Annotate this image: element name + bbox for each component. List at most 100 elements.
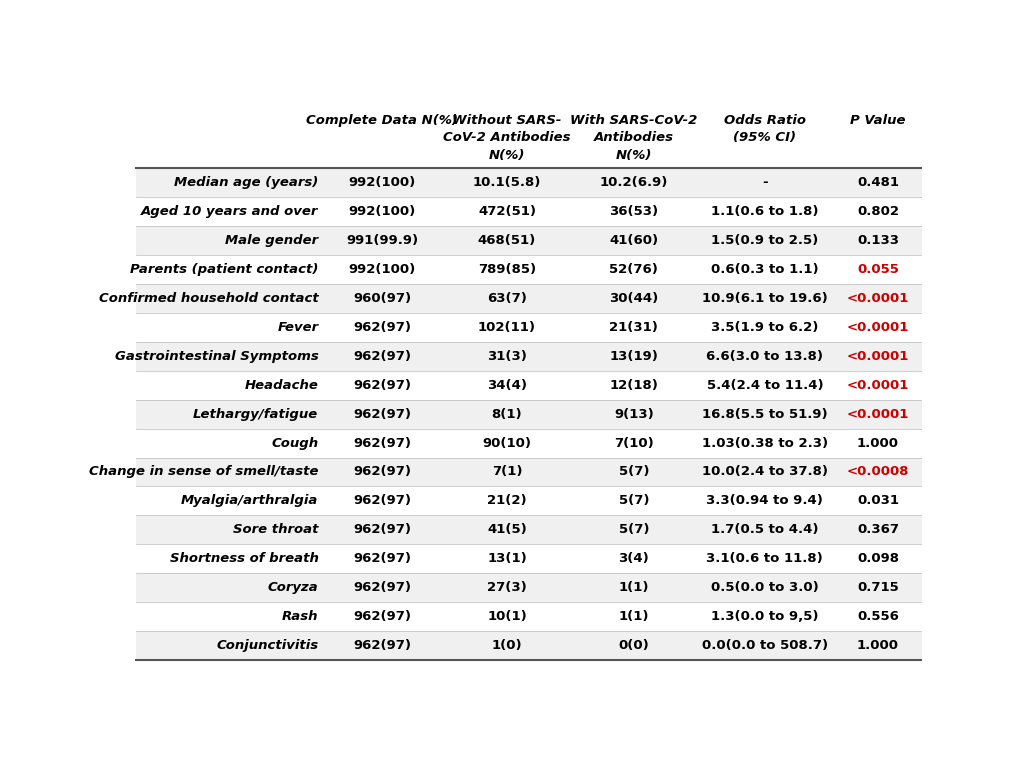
Text: 41(5): 41(5) [487, 524, 526, 537]
Text: 0.481: 0.481 [857, 176, 899, 189]
Bar [136, 168, 922, 197]
Bar [136, 544, 922, 573]
Text: <0.0001: <0.0001 [847, 350, 909, 363]
Text: 0.6(0.3 to 1.1): 0.6(0.3 to 1.1) [711, 263, 818, 276]
Text: 0.5(0.0 to 3.0): 0.5(0.0 to 3.0) [711, 581, 819, 594]
Text: 27(3): 27(3) [487, 581, 526, 594]
Text: 1.000: 1.000 [857, 639, 899, 652]
Text: (95% CI): (95% CI) [733, 131, 797, 144]
Text: 1(0): 1(0) [492, 639, 522, 652]
Text: 1.000: 1.000 [857, 436, 899, 449]
Text: Fever: Fever [278, 321, 318, 334]
Text: 13(19): 13(19) [609, 350, 658, 363]
Text: CoV-2 Antibodies: CoV-2 Antibodies [443, 131, 570, 144]
Text: Shortness of breath: Shortness of breath [170, 553, 318, 565]
Text: 90(10): 90(10) [482, 436, 531, 449]
Text: 991(99.9): 991(99.9) [346, 234, 418, 247]
Text: Median age (years): Median age (years) [174, 176, 318, 189]
Text: Parents (patient contact): Parents (patient contact) [130, 263, 318, 276]
Text: 992(100): 992(100) [348, 263, 416, 276]
Text: 31(3): 31(3) [487, 350, 527, 363]
Text: Aged 10 years and over: Aged 10 years and over [141, 205, 318, 218]
Text: Lethargy/fatigue: Lethargy/fatigue [194, 408, 318, 420]
Text: 3(4): 3(4) [618, 553, 649, 565]
Text: Cough: Cough [271, 436, 318, 449]
Text: <0.0008: <0.0008 [847, 465, 909, 478]
Text: <0.0001: <0.0001 [847, 408, 909, 420]
Text: 1(1): 1(1) [618, 581, 649, 594]
Text: <0.0001: <0.0001 [847, 321, 909, 334]
Text: 472(51): 472(51) [478, 205, 536, 218]
Text: 962(97): 962(97) [353, 639, 411, 652]
Bar [136, 458, 922, 487]
Text: 7(1): 7(1) [492, 465, 522, 478]
Text: 10.0(2.4 to 37.8): 10.0(2.4 to 37.8) [701, 465, 827, 478]
Text: Sore throat: Sore throat [233, 524, 318, 537]
Bar [136, 515, 922, 544]
Text: 5.4(2.4 to 11.4): 5.4(2.4 to 11.4) [707, 379, 823, 392]
Bar [136, 429, 922, 458]
Text: 10(1): 10(1) [487, 610, 526, 623]
Text: 962(97): 962(97) [353, 436, 411, 449]
Text: <0.0001: <0.0001 [847, 292, 909, 305]
Text: Male gender: Male gender [225, 234, 318, 247]
Text: 992(100): 992(100) [348, 205, 416, 218]
Text: Antibodies: Antibodies [594, 131, 674, 144]
Text: N(%): N(%) [488, 149, 525, 162]
Text: 0.055: 0.055 [857, 263, 899, 276]
Text: Odds Ratio: Odds Ratio [724, 114, 806, 127]
Text: Gastrointestinal Symptoms: Gastrointestinal Symptoms [115, 350, 318, 363]
Bar [136, 602, 922, 631]
Text: Confirmed household contact: Confirmed household contact [98, 292, 318, 305]
Text: 13(1): 13(1) [487, 553, 526, 565]
Bar [136, 573, 922, 602]
Text: With SARS-CoV-2: With SARS-CoV-2 [570, 114, 697, 127]
Text: 3.5(1.9 to 6.2): 3.5(1.9 to 6.2) [712, 321, 818, 334]
Text: 0.556: 0.556 [857, 610, 899, 623]
Text: P Value: P Value [850, 114, 905, 127]
Bar [136, 400, 922, 429]
Text: 1.3(0.0 to 9,5): 1.3(0.0 to 9,5) [711, 610, 818, 623]
Text: 41(60): 41(60) [609, 234, 658, 247]
Text: 1(1): 1(1) [618, 610, 649, 623]
Text: 21(2): 21(2) [487, 494, 526, 508]
Text: Headache: Headache [245, 379, 318, 392]
Text: 962(97): 962(97) [353, 321, 411, 334]
Text: 962(97): 962(97) [353, 408, 411, 420]
Text: 0(0): 0(0) [618, 639, 649, 652]
Text: 7(10): 7(10) [614, 436, 653, 449]
Text: 63(7): 63(7) [487, 292, 527, 305]
Text: 10.2(6.9): 10.2(6.9) [600, 176, 668, 189]
Text: 5(7): 5(7) [618, 524, 649, 537]
Text: 36(53): 36(53) [609, 205, 658, 218]
Text: 1.1(0.6 to 1.8): 1.1(0.6 to 1.8) [711, 205, 818, 218]
Text: 5(7): 5(7) [618, 465, 649, 478]
Text: 0.0(0.0 to 508.7): 0.0(0.0 to 508.7) [701, 639, 828, 652]
Text: 0.133: 0.133 [857, 234, 899, 247]
Text: 0.715: 0.715 [857, 581, 899, 594]
Text: 962(97): 962(97) [353, 494, 411, 508]
Text: N(%): N(%) [615, 149, 652, 162]
Text: 30(44): 30(44) [609, 292, 658, 305]
Text: 10.9(6.1 to 19.6): 10.9(6.1 to 19.6) [702, 292, 827, 305]
Bar [136, 313, 922, 342]
Text: 962(97): 962(97) [353, 524, 411, 537]
Text: Rash: Rash [282, 610, 318, 623]
Text: 1.03(0.38 to 2.3): 1.03(0.38 to 2.3) [701, 436, 828, 449]
Bar [136, 631, 922, 660]
Text: Change in sense of smell/taste: Change in sense of smell/taste [89, 465, 318, 478]
Text: 3.3(0.94 to 9.4): 3.3(0.94 to 9.4) [707, 494, 823, 508]
Bar [136, 487, 922, 515]
Text: 789(85): 789(85) [478, 263, 536, 276]
Text: 960(97): 960(97) [353, 292, 411, 305]
Text: 0.031: 0.031 [857, 494, 899, 508]
Text: 992(100): 992(100) [348, 176, 416, 189]
Bar [136, 284, 922, 313]
Text: 0.367: 0.367 [857, 524, 899, 537]
Text: -: - [762, 176, 768, 189]
Text: Coryza: Coryza [267, 581, 318, 594]
Text: 962(97): 962(97) [353, 465, 411, 478]
Bar [136, 255, 922, 284]
Bar [136, 197, 922, 226]
Text: 21(31): 21(31) [609, 321, 658, 334]
